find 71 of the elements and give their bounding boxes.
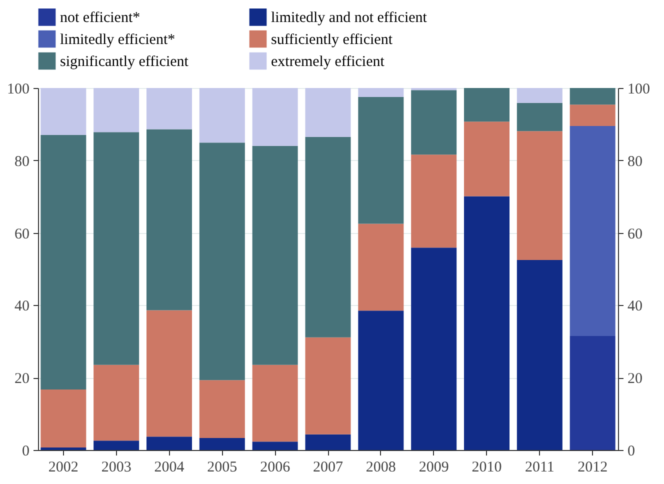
bar — [305, 136, 351, 338]
bar — [94, 88, 140, 132]
legend-label: limitedly efficient* — [60, 32, 176, 48]
bar — [146, 436, 192, 450]
bar — [199, 380, 245, 438]
legend-label: limitedly and not efficient — [271, 10, 428, 26]
bar — [40, 88, 86, 136]
y-tick-label: 20 — [14, 371, 30, 388]
bar — [40, 135, 86, 390]
bar — [305, 434, 351, 450]
bar — [252, 88, 298, 146]
y2-tick-label: 80 — [628, 154, 642, 170]
y-tick-label: 0 — [22, 444, 30, 460]
bar — [411, 90, 457, 155]
y-tick-label: 100 — [7, 82, 30, 98]
bar — [570, 336, 616, 450]
bar — [146, 310, 192, 437]
x-tick-label: 2011 — [524, 460, 554, 476]
x-tick-label: 2006 — [260, 460, 291, 476]
y2-tick-label: 100 — [628, 82, 650, 98]
bar — [358, 224, 404, 311]
x-tick-label: 2010 — [472, 460, 502, 476]
bar — [570, 104, 616, 126]
bar — [464, 88, 510, 122]
bar — [40, 390, 86, 448]
bar — [146, 88, 192, 130]
bar — [464, 122, 510, 196]
legend-label: sufficiently efficient — [271, 32, 394, 48]
bar — [516, 131, 562, 260]
bar — [464, 196, 510, 450]
legend-label: significantly efficient — [60, 54, 190, 70]
bar — [570, 126, 616, 336]
y2-tick-label: 20 — [628, 371, 642, 388]
bar — [358, 310, 404, 450]
x-tick-label: 2009 — [418, 460, 449, 476]
y2-tick-label: 0 — [628, 444, 635, 460]
x-tick-label: 2004 — [154, 460, 185, 476]
x-tick-label: 2005 — [207, 460, 238, 476]
bar — [305, 88, 351, 137]
y-tick-label: 80 — [14, 154, 30, 170]
bar — [252, 442, 298, 450]
bar — [252, 146, 298, 365]
bar — [516, 260, 562, 450]
bar — [199, 438, 245, 450]
bar — [411, 154, 457, 248]
bar — [146, 129, 192, 310]
bar — [252, 364, 298, 442]
x-tick-label: 2002 — [48, 460, 78, 476]
bar — [199, 88, 245, 143]
bar — [570, 88, 616, 105]
bar — [94, 364, 140, 441]
bar — [94, 132, 140, 365]
x-tick-label: 2003 — [101, 460, 132, 476]
y-tick-label: 40 — [14, 298, 30, 315]
bar — [516, 102, 562, 132]
x-tick-label: 2012 — [578, 460, 608, 476]
bar — [516, 88, 562, 103]
y-tick-label: 60 — [14, 226, 30, 242]
x-tick-label: 2007 — [313, 460, 344, 476]
bar — [199, 142, 245, 380]
bar — [358, 97, 404, 224]
x-tick-label: 2008 — [366, 460, 396, 476]
legend-label: not efficient* — [60, 10, 140, 26]
bar — [358, 88, 404, 98]
y2-tick-label: 40 — [628, 298, 642, 315]
bar — [94, 440, 140, 450]
bar — [40, 447, 86, 450]
legend-label: extremely efficient — [271, 54, 386, 70]
y2-tick-label: 60 — [628, 226, 642, 242]
bar — [411, 248, 457, 450]
bar — [305, 337, 351, 434]
